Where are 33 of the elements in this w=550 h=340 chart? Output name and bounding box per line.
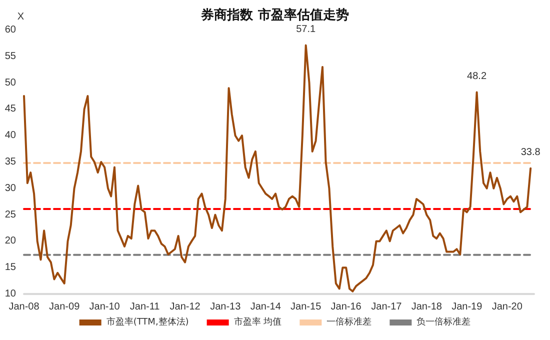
x-tick-label: Jan-09 [49,302,80,312]
y-tick-label: 10 [4,288,16,300]
x-tick-label: Jan-11 [130,302,160,312]
y-tick-label: 20 [4,236,16,247]
x-tick-label: Jan-20 [492,302,523,312]
x-tick-label: Jan-17 [371,302,402,312]
y-tick-label: 45 [4,104,16,115]
x-tick-label: Jan-15 [290,302,322,312]
annotation: 48.2 [467,70,487,82]
annotation: 57.1 [296,24,316,35]
x-tick-label: Jan-08 [8,302,40,312]
y-tick-label: 55 [4,50,16,62]
chart-title: 券商指数 市盈率估值走势 [200,7,349,23]
x-tick-label: Jan-19 [452,302,483,312]
y-axis-title: X [17,12,24,22]
y-tick-label: 15 [4,262,16,274]
x-tick-label: Jan-12 [170,302,201,312]
y-tick-label: 25 [4,209,16,220]
x-tick-label: Jan-16 [330,302,362,312]
x-tick-label: Jan-13 [210,302,242,312]
y-tick-label: 40 [4,130,16,142]
y-tick-label: 35 [4,156,16,168]
y-tick-label: 60 [4,24,16,36]
legend-label: 市盈率 均值 [234,316,282,328]
x-tick-label: Jan-18 [411,302,442,312]
legend-label: 负一倍标准差 [416,316,471,328]
annotation: 33.8 [520,146,541,158]
y-tick-label: 30 [4,182,16,194]
x-tick-label: Jan-10 [89,302,120,312]
legend-label: 一倍标准差 [326,316,372,328]
legend-label: 市盈率(TTM,整体法) [106,316,189,328]
y-tick-label: 50 [4,77,16,88]
x-tick-label: Jan-14 [250,302,282,312]
